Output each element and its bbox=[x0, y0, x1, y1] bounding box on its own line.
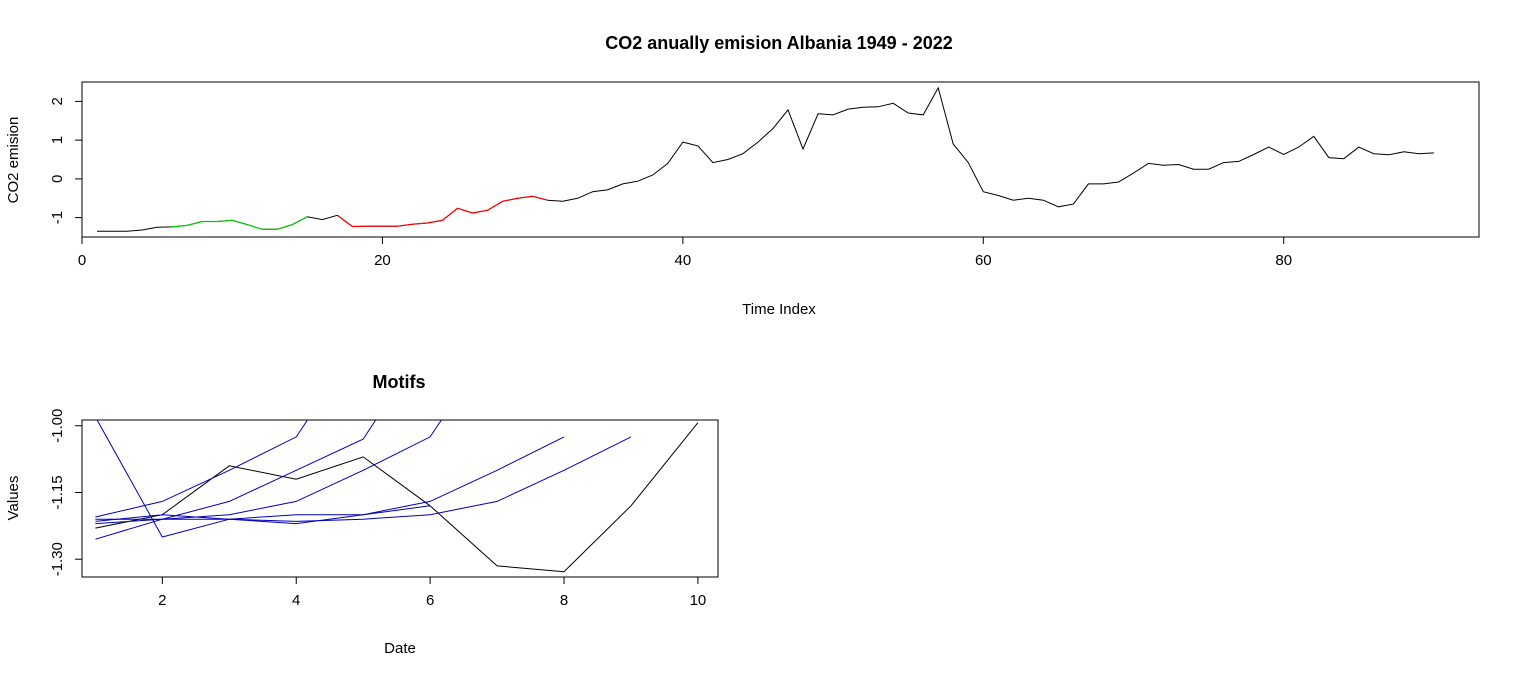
highlight-segment bbox=[337, 195, 548, 228]
y-tick-label: 2 bbox=[49, 97, 66, 105]
plot1-x-label: Time Index bbox=[742, 301, 816, 318]
co2-emission-plot: CO2 anually emision Albania 1949 - 2022 … bbox=[5, 33, 1480, 318]
plot2-series bbox=[95, 420, 699, 573]
plot1-y-label: CO2 emision bbox=[5, 117, 22, 204]
series-line bbox=[95, 436, 565, 525]
highlight-segment bbox=[172, 216, 308, 230]
y-tick-label: 1 bbox=[49, 136, 66, 144]
series-line bbox=[95, 420, 377, 525]
series-line bbox=[95, 436, 632, 522]
plot2-x-axis: 2 4 6 8 10 bbox=[158, 576, 707, 609]
series-line bbox=[95, 420, 443, 540]
x-tick-label: 60 bbox=[975, 252, 992, 269]
x-tick-label: 20 bbox=[374, 252, 391, 269]
y-tick-label: -1.15 bbox=[49, 475, 66, 509]
x-tick-label: 40 bbox=[675, 252, 692, 269]
x-tick-label: 10 bbox=[690, 592, 707, 609]
plot1-series bbox=[97, 86, 1434, 232]
plot2-title: Motifs bbox=[373, 372, 426, 392]
plot2-y-axis: -1.30 -1.15 -1.00 bbox=[49, 409, 83, 576]
x-tick-label: 0 bbox=[78, 252, 86, 269]
plot2-frame bbox=[81, 419, 719, 578]
y-tick-label: -1.30 bbox=[49, 542, 66, 576]
plot1-y-axis: -1 0 1 2 bbox=[49, 97, 83, 224]
x-tick-label: 6 bbox=[426, 592, 434, 609]
plot1-frame bbox=[81, 81, 1480, 238]
x-tick-label: 8 bbox=[560, 592, 568, 609]
x-tick-label: 4 bbox=[292, 592, 300, 609]
series-line bbox=[96, 420, 431, 538]
y-tick-label: -1 bbox=[49, 211, 66, 224]
series-line bbox=[97, 86, 1434, 232]
plot1-title: CO2 anually emision Albania 1949 - 2022 bbox=[605, 33, 952, 53]
plot1-x-axis: 0 20 40 60 80 bbox=[78, 236, 1292, 269]
x-tick-label: 80 bbox=[1275, 252, 1292, 269]
x-tick-label: 2 bbox=[158, 592, 166, 609]
motifs-plot: Motifs 2 4 6 8 10 -1.30 -1.15 -1.00 Date Value… bbox=[5, 372, 719, 657]
y-tick-label: -1.00 bbox=[49, 409, 66, 443]
y-tick-label: 0 bbox=[49, 175, 66, 183]
plot2-x-label: Date bbox=[384, 640, 416, 657]
series-line bbox=[95, 420, 309, 518]
plot2-y-label: Values bbox=[5, 476, 22, 521]
series-line bbox=[95, 422, 699, 573]
